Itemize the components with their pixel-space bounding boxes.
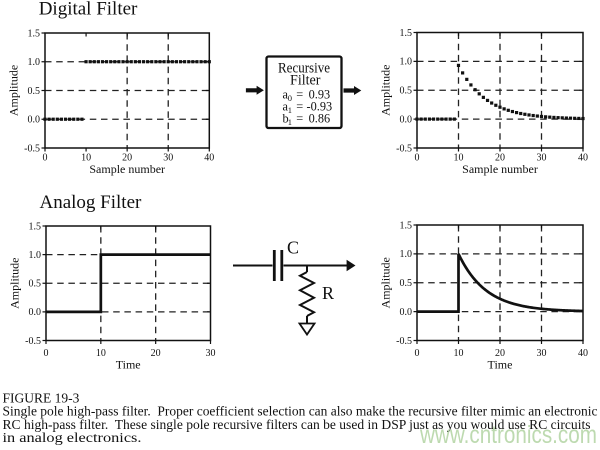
svg-text:www.cntronics.com: www.cntronics.com	[419, 421, 597, 449]
svg-text:30: 30	[206, 348, 216, 359]
svg-text:b: b	[283, 111, 289, 125]
svg-text:1.5: 1.5	[400, 220, 413, 231]
svg-text:1.5: 1.5	[400, 28, 413, 39]
svg-text:Sample number: Sample number	[89, 162, 165, 176]
svg-text:0.0: 0.0	[400, 114, 413, 125]
svg-text:0: 0	[44, 348, 49, 359]
svg-text:=: =	[296, 111, 303, 125]
svg-text:1.0: 1.0	[400, 249, 413, 260]
svg-text:20: 20	[495, 153, 505, 164]
svg-text:Analog Filter: Analog Filter	[40, 192, 143, 213]
svg-text:0.86: 0.86	[309, 111, 331, 125]
svg-text:10: 10	[454, 153, 464, 164]
svg-text:0: 0	[43, 153, 48, 164]
svg-text:1.0: 1.0	[400, 57, 413, 68]
svg-text:a: a	[283, 100, 289, 114]
svg-text:0: 0	[415, 348, 420, 359]
svg-text:a: a	[283, 88, 289, 102]
svg-text:0.5: 0.5	[28, 86, 41, 97]
svg-text:10: 10	[96, 348, 106, 359]
svg-text:0: 0	[415, 153, 420, 164]
svg-text:1: 1	[288, 117, 292, 127]
svg-text:20: 20	[495, 348, 505, 359]
svg-text:R: R	[322, 283, 334, 303]
svg-text:Amplitude: Amplitude	[379, 65, 393, 116]
svg-text:30: 30	[163, 153, 173, 164]
svg-text:RC high-pass filter. These si: RC high-pass filter. These single pole r…	[3, 417, 591, 432]
svg-text:Amplitude: Amplitude	[379, 257, 393, 308]
svg-text:Single pole high-pass filter.: Single pole high-pass filter. Proper coe…	[3, 404, 598, 419]
svg-text:0.0: 0.0	[400, 307, 413, 318]
svg-text:40: 40	[578, 348, 588, 359]
svg-text:Time: Time	[116, 358, 141, 372]
svg-text:=: =	[296, 100, 303, 114]
svg-text:in analog electronics.: in analog electronics.	[3, 430, 142, 445]
svg-text:-0.5: -0.5	[24, 143, 40, 154]
svg-text:0.5: 0.5	[400, 278, 413, 289]
svg-text:20: 20	[151, 348, 161, 359]
svg-text:20: 20	[122, 153, 132, 164]
svg-text:Filter: Filter	[290, 73, 321, 89]
svg-text:0.5: 0.5	[400, 86, 413, 97]
svg-text:40: 40	[204, 153, 214, 164]
svg-text:10: 10	[454, 348, 464, 359]
svg-text:Recursive: Recursive	[278, 61, 330, 77]
svg-text:0.5: 0.5	[29, 279, 42, 290]
svg-text:0: 0	[288, 93, 292, 103]
svg-text:1: 1	[288, 105, 292, 115]
svg-text:30: 30	[537, 348, 547, 359]
svg-text:1.5: 1.5	[28, 28, 41, 39]
svg-text:FIGURE 19-3: FIGURE 19-3	[3, 390, 80, 405]
svg-text:Amplitude: Amplitude	[8, 258, 22, 309]
svg-text:0.0: 0.0	[29, 307, 42, 318]
svg-text:0.0: 0.0	[28, 115, 41, 126]
svg-text:0.93: 0.93	[309, 88, 331, 102]
svg-text:Time: Time	[488, 358, 513, 372]
svg-text:-0.93: -0.93	[307, 100, 333, 114]
svg-text:-0.5: -0.5	[25, 336, 41, 347]
svg-text:Digital Filter: Digital Filter	[39, 0, 138, 20]
svg-text:10: 10	[81, 153, 91, 164]
svg-text:1.0: 1.0	[28, 57, 41, 68]
svg-text:-0.5: -0.5	[396, 336, 412, 347]
svg-text:Amplitude: Amplitude	[7, 65, 21, 116]
svg-text:=: =	[296, 88, 303, 102]
svg-text:40: 40	[578, 153, 588, 164]
svg-text:-0.5: -0.5	[396, 143, 412, 154]
svg-text:1.5: 1.5	[29, 221, 42, 232]
svg-text:1.0: 1.0	[29, 250, 42, 261]
svg-text:30: 30	[537, 153, 547, 164]
svg-text:Sample number: Sample number	[462, 162, 538, 176]
svg-text:C: C	[287, 238, 299, 258]
